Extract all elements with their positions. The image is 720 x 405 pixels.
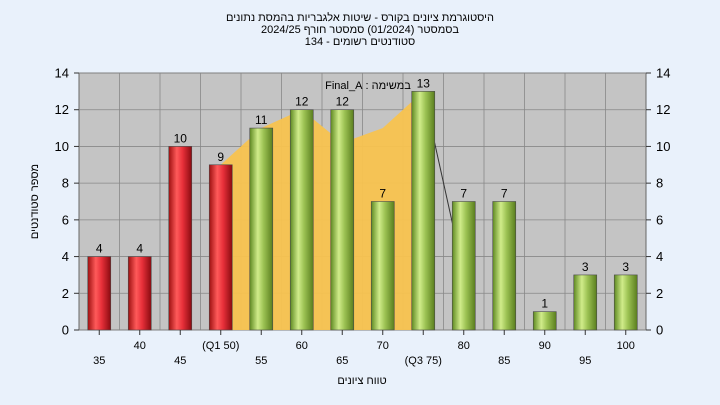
y-tick-label-right: 4 [656,249,663,264]
bar-value-label: 13 [417,76,431,90]
bar [127,256,152,331]
bar [289,109,314,331]
x-tick-label: 65 [336,355,348,367]
x-tick-label: 85 [498,355,510,367]
annotation-label: במשימה : Final_A [325,80,411,92]
x-tick-label: 100 [617,340,635,352]
x-tick-label: 55 [255,355,267,367]
bar-value-label: 7 [379,187,386,201]
bar [451,201,476,331]
bar [411,91,436,331]
y-tick-label-right: 14 [656,66,670,81]
bar-value-label: 12 [295,95,309,109]
y-axis-label: מספר סטודנטים [29,164,41,239]
x-tick-label: (Q1 50) [202,340,239,352]
x-tick-label: 35 [93,355,105,367]
chart-title-line-1: היסטוגרמת ציונים בקורס - שיטות אלגבריות … [225,12,494,24]
y-tick-label-left: 12 [55,102,69,117]
y-tick-label-right: 6 [656,212,663,227]
y-tick-label-left: 14 [55,66,69,81]
x-tick-label: 90 [539,340,551,352]
chart-title-line-2: בסמסטר (01/2024) סמסטר חורף 2024/25 [260,24,460,36]
x-tick-label: 95 [579,355,591,367]
bar [208,164,233,331]
y-tick-label-right: 8 [656,176,663,191]
bar-value-label: 11 [255,113,268,127]
x-axis-label: טווח ציונים [337,375,386,387]
y-tick-label-right: 0 [656,323,663,338]
y-tick-label-left: 8 [62,176,69,191]
bar-value-label: 4 [96,242,103,256]
bar-value-label: 3 [582,260,589,274]
x-tick-label: 45 [174,355,186,367]
x-tick-label: 80 [458,340,470,352]
bar [249,127,274,331]
bar [492,201,517,331]
bar-value-label: 10 [174,131,188,145]
x-tick-label: (Q3 75) [405,355,442,367]
y-tick-label-left: 4 [62,249,69,264]
x-tick-label: 40 [134,340,146,352]
bar [613,274,638,331]
x-tick-label: 70 [377,340,389,352]
bar [87,256,112,331]
bar-value-label: 9 [217,150,224,164]
bar [330,109,355,331]
y-tick-label-left: 10 [55,139,69,154]
bar-value-label: 4 [136,242,143,256]
bar-value-label: 12 [336,95,350,109]
bar-value-label: 1 [541,297,548,311]
bar [573,274,598,331]
chart-title-line-3: סטודנטים רשומים - 134 [304,36,416,48]
y-tick-label-right: 12 [656,102,670,117]
bar-value-label: 3 [622,260,629,274]
x-tick-label: 60 [296,340,308,352]
y-tick-label-left: 6 [62,212,69,227]
bar-value-label: 7 [501,187,508,201]
bar [168,146,193,331]
bar-value-label: 7 [460,187,467,201]
bar [370,201,395,331]
y-tick-label-left: 0 [62,323,69,338]
y-tick-label-left: 2 [62,286,69,301]
bar [532,311,557,331]
y-tick-label-right: 10 [656,139,670,154]
y-tick-label-right: 2 [656,286,663,301]
